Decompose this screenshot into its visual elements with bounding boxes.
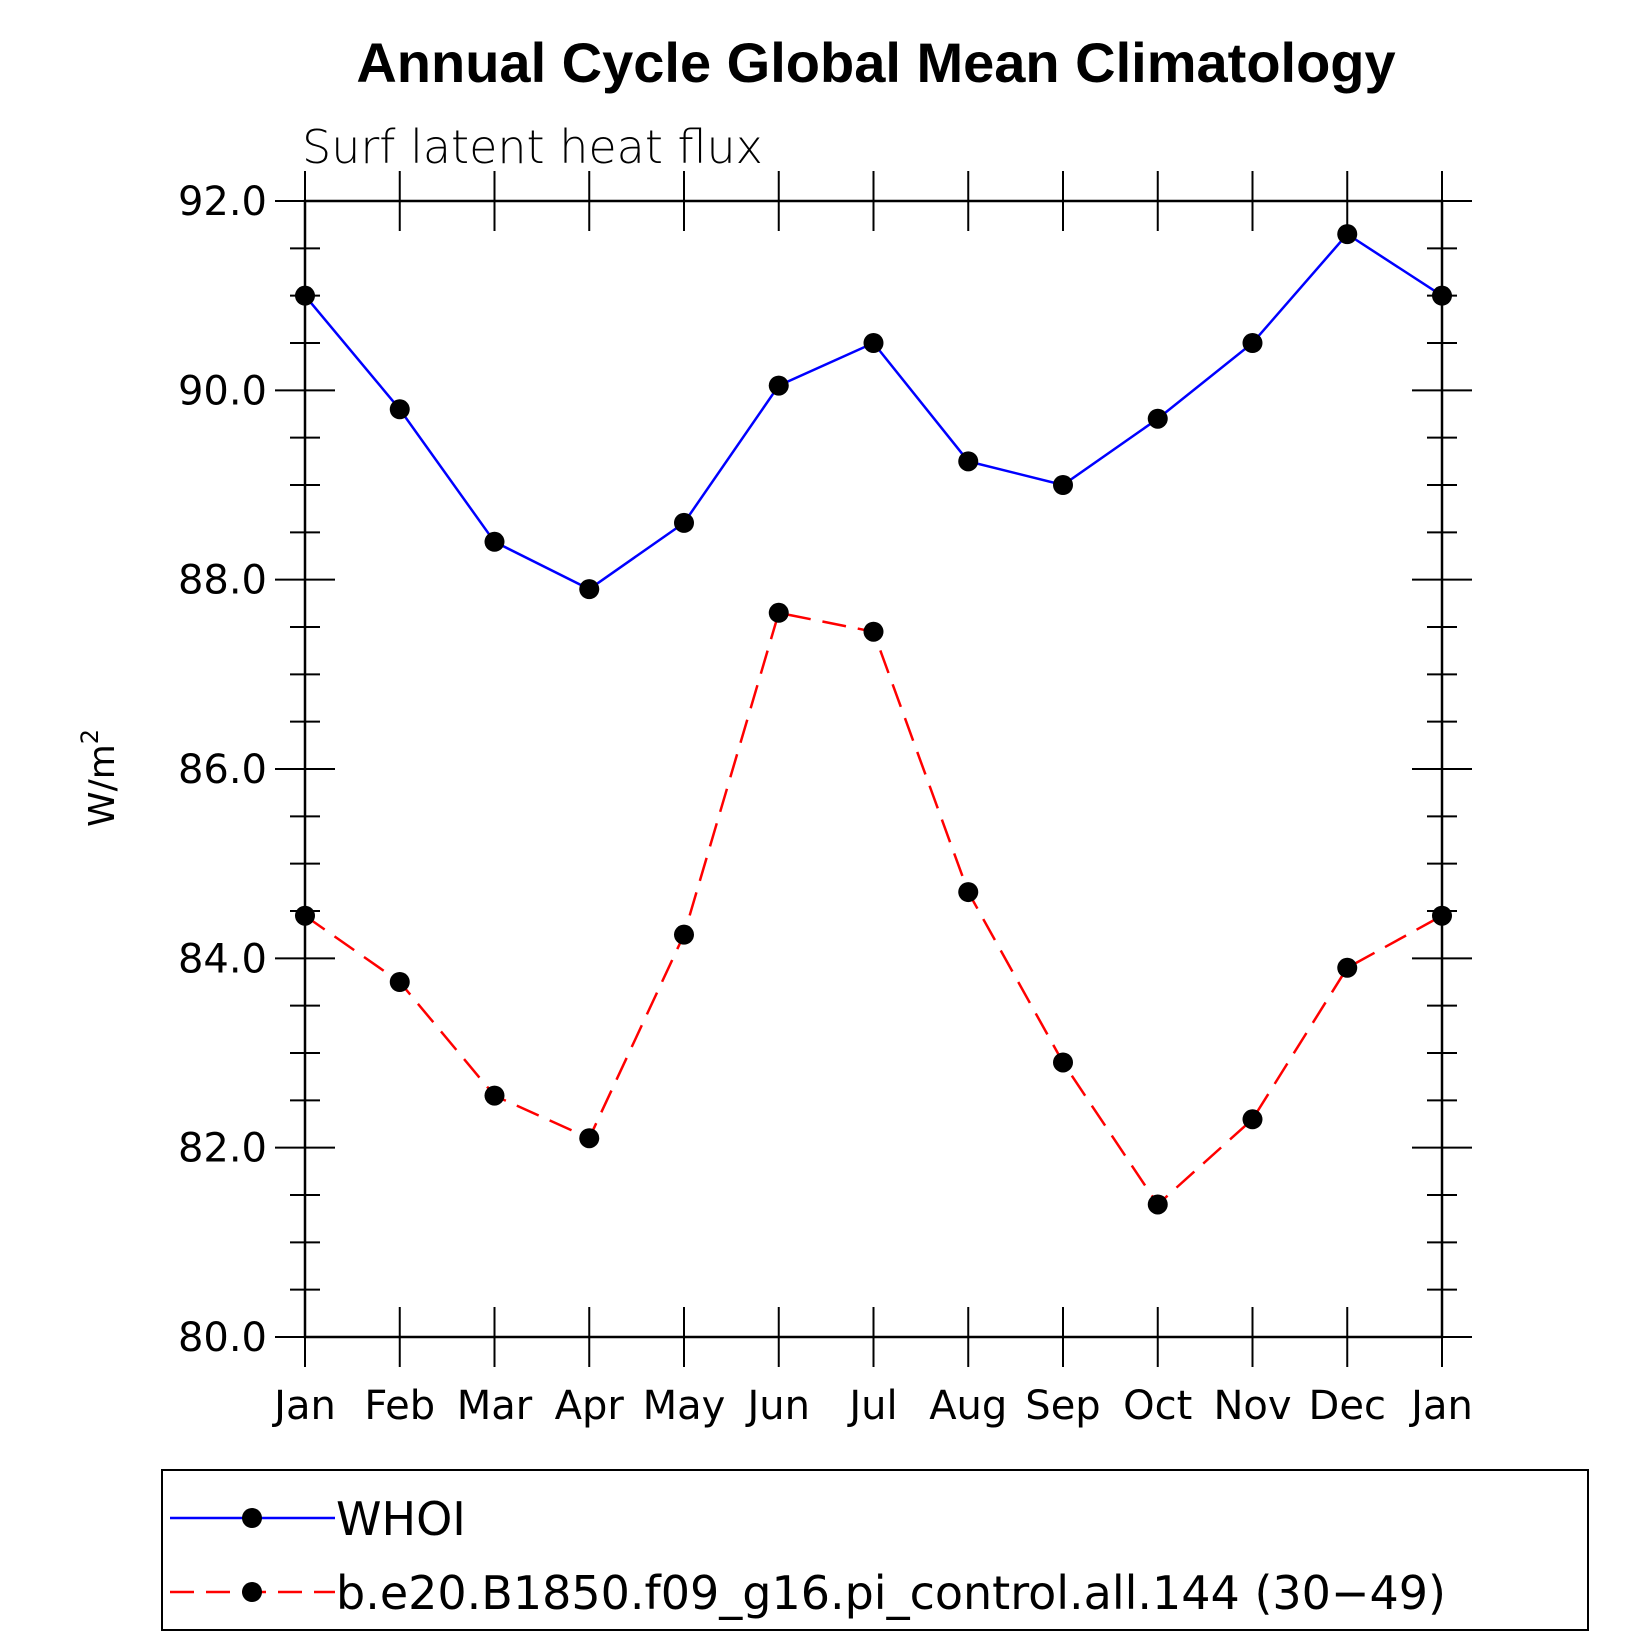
- y-axis-ticks: 80.0 82.0 84.0 86.0 88.0 90.0 92.0: [178, 179, 1472, 1361]
- x-tick-label: Jul: [846, 1383, 897, 1429]
- data-point-1-11: [1337, 957, 1358, 978]
- data-point-1-2: [484, 1085, 505, 1106]
- y-axis-label-text: W/m: [82, 744, 123, 827]
- y-axis-label: W/m2: [76, 729, 123, 827]
- series-layer: [295, 224, 1452, 1215]
- chart-subtitle: Surf latent heat flux: [302, 120, 763, 174]
- data-point-1-5: [768, 602, 789, 623]
- x-tick-label: Aug: [929, 1383, 1007, 1429]
- y-tick-label: 90.0: [178, 368, 267, 414]
- legend-label-1: b.e20.B1850.f09_g16.pi_control.all.144 (…: [336, 1566, 1446, 1620]
- data-point-1-12: [1432, 905, 1452, 926]
- x-tick-label: Oct: [1123, 1383, 1192, 1429]
- x-tick-label: Sep: [1025, 1383, 1100, 1429]
- x-tick-label: Jan: [1408, 1383, 1473, 1429]
- series-line-0: [304, 232, 1443, 591]
- y-tick-label: 80.0: [178, 1315, 267, 1361]
- svg-text:W/m2: W/m2: [76, 729, 123, 827]
- x-tick-label: Mar: [457, 1383, 533, 1429]
- data-point-0-12: [1432, 285, 1452, 306]
- data-point-0-1: [389, 399, 410, 420]
- data-point-1-1: [389, 972, 410, 992]
- data-point-1-10: [1242, 1109, 1263, 1130]
- x-tick-label: Dec: [1309, 1383, 1386, 1429]
- x-tick-label: Jun: [745, 1383, 811, 1429]
- data-point-1-4: [674, 924, 694, 945]
- x-axis-ticks: Jan Feb Mar Apr May Jun Jul Aug Sep Oct Nov Dec Jan: [271, 171, 1473, 1429]
- data-point-1-6: [863, 621, 884, 642]
- x-tick-label: May: [643, 1383, 726, 1429]
- legend: WHOI b.e20.B1850.f09_g16.pi_control.all.1…: [170, 1492, 1446, 1620]
- y-tick-label: 84.0: [178, 936, 267, 982]
- data-point-0-5: [768, 375, 789, 396]
- data-point-1-3: [579, 1128, 600, 1149]
- data-point-0-0: [295, 285, 315, 306]
- series-line-1: [304, 611, 1443, 1207]
- data-point-0-6: [863, 333, 884, 353]
- data-point-0-11: [1337, 224, 1358, 245]
- data-point-0-3: [579, 579, 600, 600]
- chart-title: Annual Cycle Global Mean Climatology: [356, 31, 1395, 94]
- data-point-1-0: [295, 905, 315, 926]
- data-point-1-9: [1147, 1194, 1168, 1215]
- x-tick-label: Jan: [271, 1383, 336, 1429]
- plot-frame: [303, 199, 1444, 1339]
- y-axis-label-superscript: 2: [76, 729, 104, 744]
- data-point-0-10: [1242, 333, 1263, 353]
- legend-box: [161, 1469, 1589, 1631]
- data-point-0-2: [484, 531, 505, 552]
- data-point-1-8: [1053, 1052, 1073, 1073]
- y-tick-label: 88.0: [178, 558, 267, 604]
- data-point-1-7: [958, 882, 979, 903]
- legend-label-0: WHOI: [336, 1492, 466, 1546]
- legend-marker-0: [242, 1508, 262, 1528]
- data-point-0-4: [674, 512, 694, 533]
- x-tick-label: Apr: [555, 1383, 625, 1429]
- data-point-0-7: [958, 451, 979, 472]
- data-point-0-9: [1147, 408, 1168, 429]
- y-tick-label: 92.0: [178, 179, 267, 225]
- x-tick-label: Feb: [364, 1383, 435, 1429]
- legend-marker-1: [242, 1582, 262, 1602]
- y-tick-label: 82.0: [178, 1126, 267, 1172]
- data-point-0-8: [1053, 475, 1073, 495]
- y-tick-label: 86.0: [178, 747, 267, 793]
- x-tick-label: Nov: [1213, 1383, 1291, 1429]
